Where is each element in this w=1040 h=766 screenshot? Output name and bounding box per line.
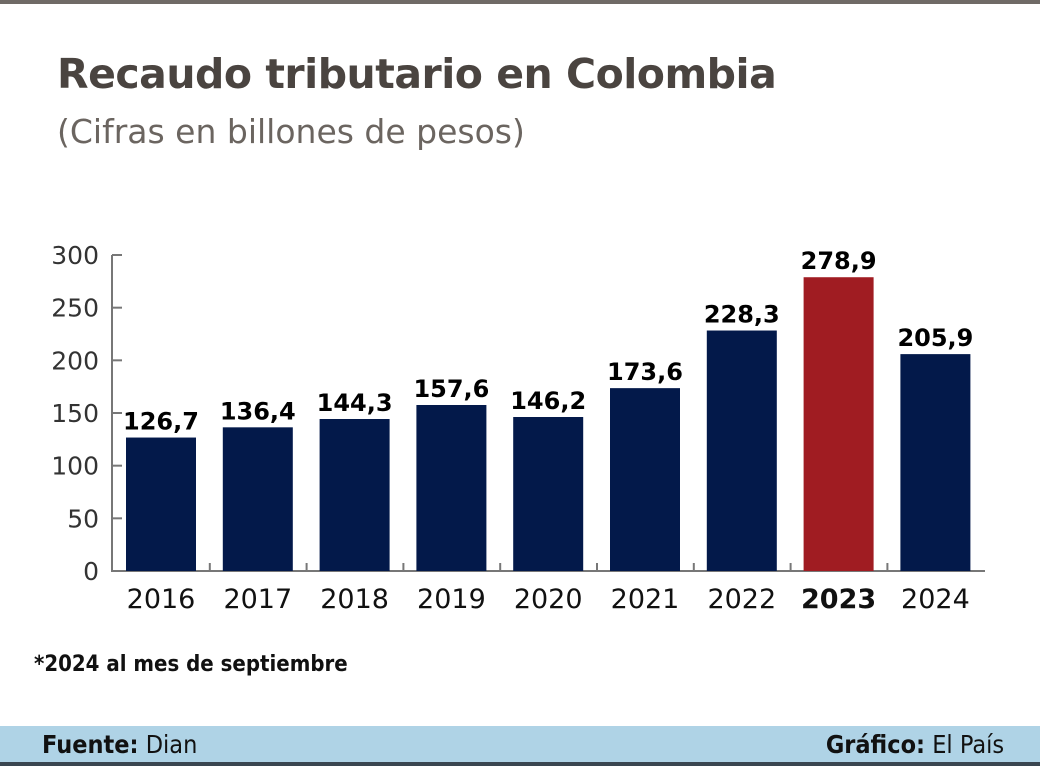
bar-2023: [803, 277, 874, 571]
credit: Gráfico: El País: [826, 730, 1004, 759]
x-tick-label-2021: 2021: [611, 584, 680, 615]
source-label: Fuente:: [42, 730, 139, 759]
x-tick-label-2016: 2016: [127, 584, 196, 615]
bar-2017: [222, 427, 293, 571]
footer-bar: Fuente: Dian Gráfico: El País: [0, 726, 1040, 766]
bar-2016: [126, 437, 196, 571]
bar-2020: [513, 417, 584, 571]
bar-chart: 0 50 100 150 200 250 300 126,7 2016 136,4 2017 144,…: [51, 241, 985, 615]
data-label-2023: 278,9: [801, 247, 877, 275]
data-label-2022: 228,3: [704, 301, 780, 329]
data-label-2021: 173,6: [607, 358, 683, 386]
x-tick-label-2023: 2023: [801, 584, 876, 615]
y-tick-label: 300: [51, 241, 99, 270]
bar-2024: [900, 354, 971, 571]
source: Fuente: Dian: [42, 730, 197, 759]
x-tick-label-2024: 2024: [901, 584, 970, 615]
chart-subtitle: (Cifras en billones de pesos): [57, 112, 525, 151]
x-tick-label-2017: 2017: [223, 584, 292, 615]
data-label-2024: 205,9: [897, 324, 973, 352]
x-tick-label-2020: 2020: [514, 584, 583, 615]
bar-2021: [610, 388, 680, 571]
credit-label: Gráfico:: [825, 730, 925, 759]
y-tick-label: 250: [51, 294, 99, 323]
data-label-2016: 126,7: [123, 408, 199, 436]
bar-2019: [416, 404, 487, 571]
y-tick-label: 100: [51, 452, 99, 481]
x-tick-label-2018: 2018: [320, 584, 389, 615]
chart-title: Recaudo tributario en Colombia: [57, 50, 777, 98]
footnote: *2024 al mes de septiembre: [34, 652, 348, 677]
bar-2022: [706, 330, 777, 571]
y-tick-label: 0: [83, 557, 99, 586]
y-tick-label: 200: [51, 346, 99, 375]
x-tick-label-2019: 2019: [417, 584, 486, 615]
x-tick-label-2022: 2022: [707, 584, 776, 615]
data-label-2018: 144,3: [317, 389, 393, 417]
source-value: Dian: [145, 730, 198, 759]
credit-value: El País: [932, 730, 1004, 759]
y-tick-label: 50: [67, 504, 99, 533]
bar-2018: [319, 419, 390, 571]
data-label-2020: 146,2: [510, 387, 586, 415]
data-label-2019: 157,6: [413, 375, 489, 403]
data-label-2017: 136,4: [220, 397, 296, 425]
y-tick-label: 150: [51, 399, 99, 428]
top-rule: [0, 0, 1040, 4]
